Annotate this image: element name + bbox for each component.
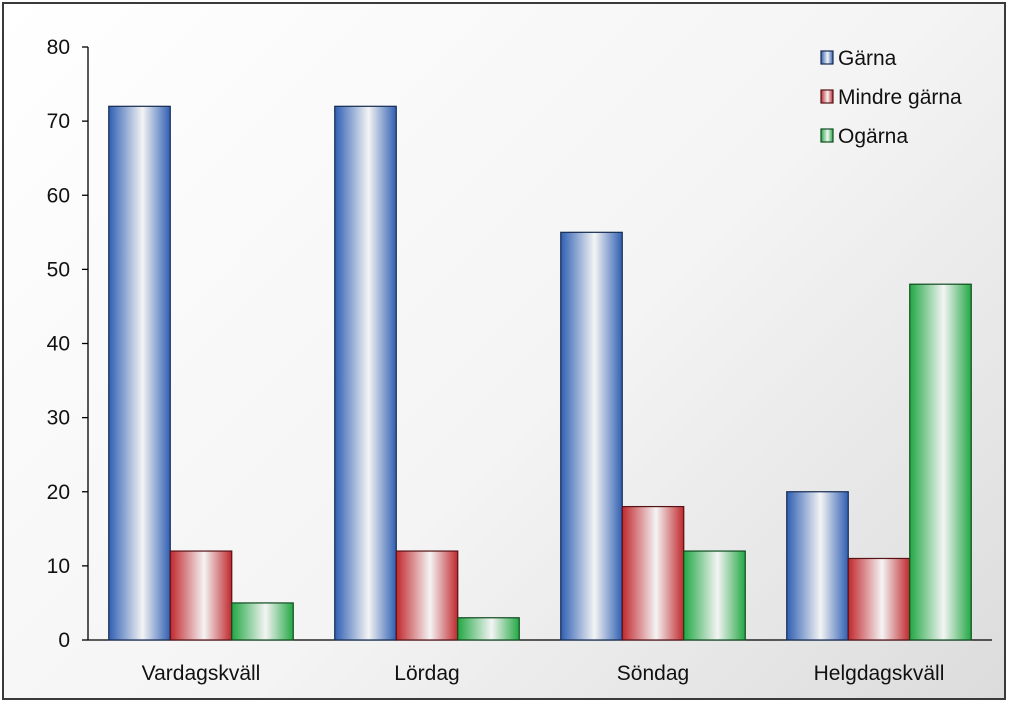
bar: [231, 602, 294, 641]
legend-swatch: [820, 128, 834, 143]
bar: [457, 617, 520, 641]
y-tick-label: 10: [47, 555, 70, 578]
x-tick-label: Söndag: [617, 662, 689, 685]
legend-label: Mindre gärna: [838, 86, 962, 109]
legend-label: Gärna: [838, 47, 897, 70]
bar: [786, 491, 849, 641]
y-tick-label: 70: [47, 110, 70, 133]
legend: Gärna Mindre gärna Ogärna: [820, 47, 962, 148]
bar: [683, 550, 746, 641]
x-tick-label: Vardagskväll: [142, 662, 261, 685]
legend-swatch: [820, 89, 834, 104]
y-tick-label: 80: [47, 36, 70, 59]
bar: [847, 557, 911, 641]
y-tick-label: 20: [47, 481, 70, 504]
y-tick-label: 50: [47, 258, 70, 281]
bar: [909, 283, 972, 641]
bars: [108, 105, 972, 641]
legend-label: Ogärna: [838, 125, 908, 148]
y-tick-label: 40: [47, 333, 70, 356]
y-ticks: 0 10 20 30 40 50 60 70 80: [47, 36, 88, 652]
y-tick-label: 60: [47, 184, 70, 207]
bar: [334, 105, 397, 641]
y-tick-label: 30: [47, 407, 70, 430]
bar: [395, 550, 459, 641]
bar: [560, 231, 623, 641]
bar: [108, 105, 171, 641]
x-tick-label: Helgdagskväll: [814, 662, 945, 685]
x-tick-label: Lördag: [394, 662, 459, 685]
bar: [169, 550, 233, 641]
y-tick-label: 0: [58, 629, 70, 652]
x-labels: Vardagskväll Lördag Söndag Helgdagskväll: [142, 662, 945, 685]
bar: [621, 505, 685, 641]
legend-swatch: [820, 50, 834, 65]
